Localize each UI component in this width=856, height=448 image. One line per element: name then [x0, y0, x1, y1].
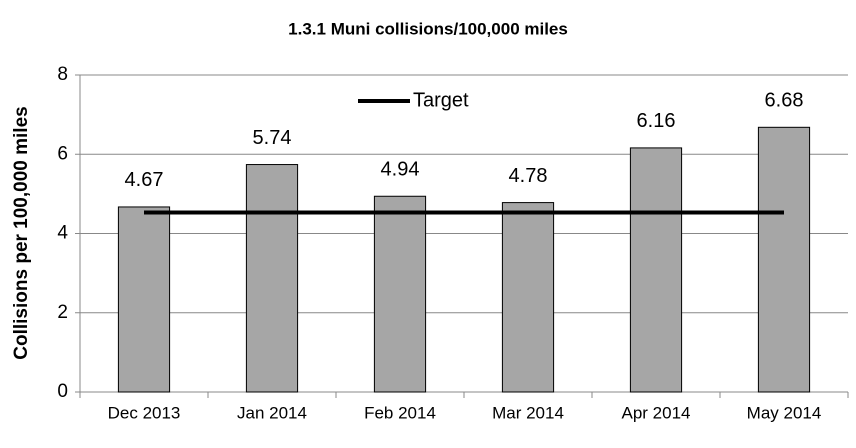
data-label: 4.78 — [509, 165, 548, 187]
data-label: 4.94 — [381, 159, 420, 181]
x-tick-label: Jan 2014 — [237, 403, 307, 422]
x-tick-label: Mar 2014 — [492, 403, 564, 422]
y-tick-label: 0 — [57, 381, 68, 402]
data-label: 6.68 — [765, 90, 804, 112]
x-tick-label: Feb 2014 — [364, 403, 436, 422]
bar — [117, 206, 171, 393]
y-axis-label: Collisions per 100,000 miles — [11, 106, 32, 359]
bar — [629, 147, 683, 393]
legend-label: Target — [413, 89, 469, 111]
bar — [501, 202, 555, 393]
bar — [245, 164, 299, 393]
x-tick-label: Apr 2014 — [622, 403, 691, 422]
x-tick-label: May 2014 — [747, 403, 822, 422]
x-tick-label: Dec 2013 — [108, 403, 181, 422]
y-tick-label: 2 — [57, 302, 68, 323]
y-tick-label: 8 — [57, 64, 68, 85]
data-label: 4.67 — [125, 169, 164, 191]
data-label: 5.74 — [253, 127, 292, 149]
chart-title: 1.3.1 Muni collisions/100,000 miles — [288, 19, 568, 38]
bar — [373, 195, 427, 393]
bar — [757, 126, 811, 393]
y-tick-label: 4 — [57, 223, 68, 244]
y-tick-label: 6 — [57, 143, 68, 164]
data-label: 6.16 — [637, 110, 676, 132]
